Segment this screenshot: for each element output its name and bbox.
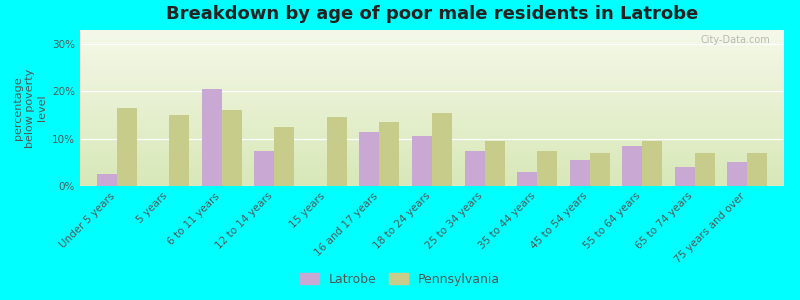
Bar xyxy=(379,122,399,186)
Bar xyxy=(432,113,452,186)
Bar xyxy=(517,172,537,186)
Bar xyxy=(117,108,137,186)
Bar xyxy=(97,174,117,186)
Title: Breakdown by age of poor male residents in Latrobe: Breakdown by age of poor male residents … xyxy=(166,5,698,23)
Bar xyxy=(642,141,662,186)
Bar xyxy=(537,151,557,186)
Bar xyxy=(170,115,190,186)
Bar xyxy=(359,132,379,186)
Bar xyxy=(590,153,610,186)
Bar xyxy=(727,162,747,186)
Text: City-Data.com: City-Data.com xyxy=(700,35,770,45)
Bar xyxy=(674,167,694,186)
Bar xyxy=(412,136,432,186)
Bar xyxy=(694,153,714,186)
Bar xyxy=(274,127,294,186)
Bar xyxy=(485,141,505,186)
Y-axis label: percentage
below poverty
level: percentage below poverty level xyxy=(14,68,46,148)
Bar xyxy=(222,110,242,186)
Bar xyxy=(465,151,485,186)
Bar xyxy=(202,89,222,186)
Bar xyxy=(747,153,767,186)
Legend: Latrobe, Pennsylvania: Latrobe, Pennsylvania xyxy=(295,268,505,291)
Bar xyxy=(622,146,642,186)
Bar xyxy=(570,160,590,186)
Bar xyxy=(254,151,274,186)
Bar xyxy=(327,118,347,186)
